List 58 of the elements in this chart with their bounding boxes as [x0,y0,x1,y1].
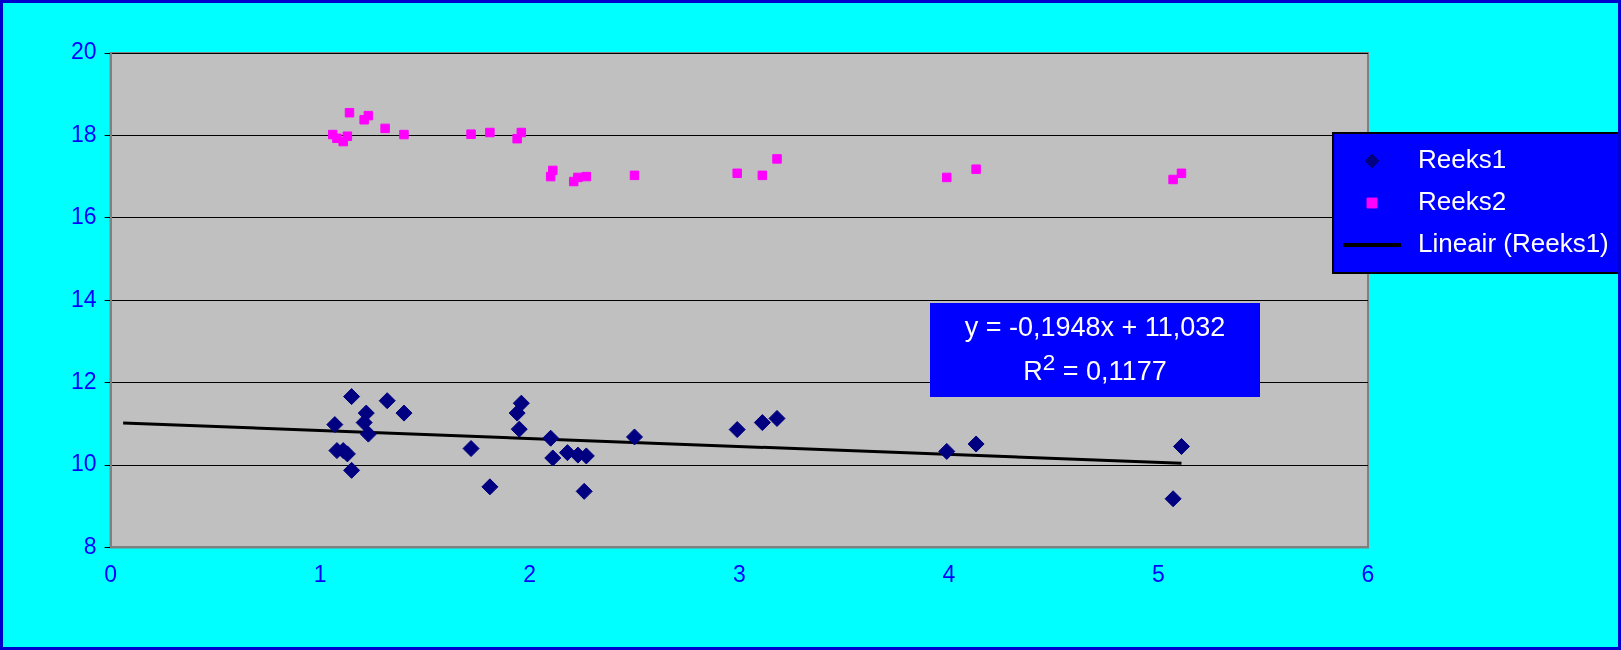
point [326,416,344,434]
point [728,421,746,439]
x-tick-label: 1 [313,560,327,587]
point [380,123,390,134]
point [399,129,409,140]
point [462,440,480,458]
point [971,164,981,174]
y-tick-label: 20 [70,38,97,65]
point [1164,490,1182,508]
point [395,404,413,422]
y-tick-label: 12 [70,367,97,394]
legend-label: Reeks1 [1418,144,1507,175]
x-tick-label: 4 [942,560,956,587]
point [575,482,593,500]
point [768,409,786,427]
point [516,127,527,138]
point [342,131,353,141]
point [510,420,528,438]
point [1176,168,1187,179]
point [485,127,495,138]
x-tick-label: 6 [1361,560,1375,587]
annotation: y = -0,1948x + 11,032 [963,311,1227,344]
legend-label: Reeks2 [1418,186,1507,217]
point [1172,437,1190,455]
x-tick-label: 0 [104,560,117,587]
point [548,165,558,176]
point [942,172,952,183]
y-tick-label: 16 [70,203,97,230]
x-tick-label: 2 [523,560,537,587]
point [967,435,985,453]
point [544,449,562,467]
point [626,428,644,446]
point [481,478,499,496]
point [732,168,742,179]
point [629,170,640,181]
point [343,461,361,479]
point [1168,174,1178,185]
point [542,429,560,447]
point [772,154,782,164]
x-tick-label: 3 [732,560,746,587]
point [938,442,956,460]
point [344,108,355,118]
point [757,170,768,181]
y-tick-label: 10 [70,450,97,477]
y-tick-label: 14 [70,285,97,312]
legend-label: Lineair (Reeks1) [1418,228,1609,259]
point [359,425,377,443]
point [581,171,592,182]
point [753,414,771,432]
x-tick-label: 5 [1152,560,1165,587]
annotation: R$^{2}$ = 0,1177 [1022,348,1168,388]
y-tick-label: 18 [70,120,97,147]
point [512,394,530,412]
point [363,110,374,121]
point [343,388,361,406]
point [378,392,396,410]
point [466,129,476,139]
y-tick-label: 8 [83,532,97,559]
